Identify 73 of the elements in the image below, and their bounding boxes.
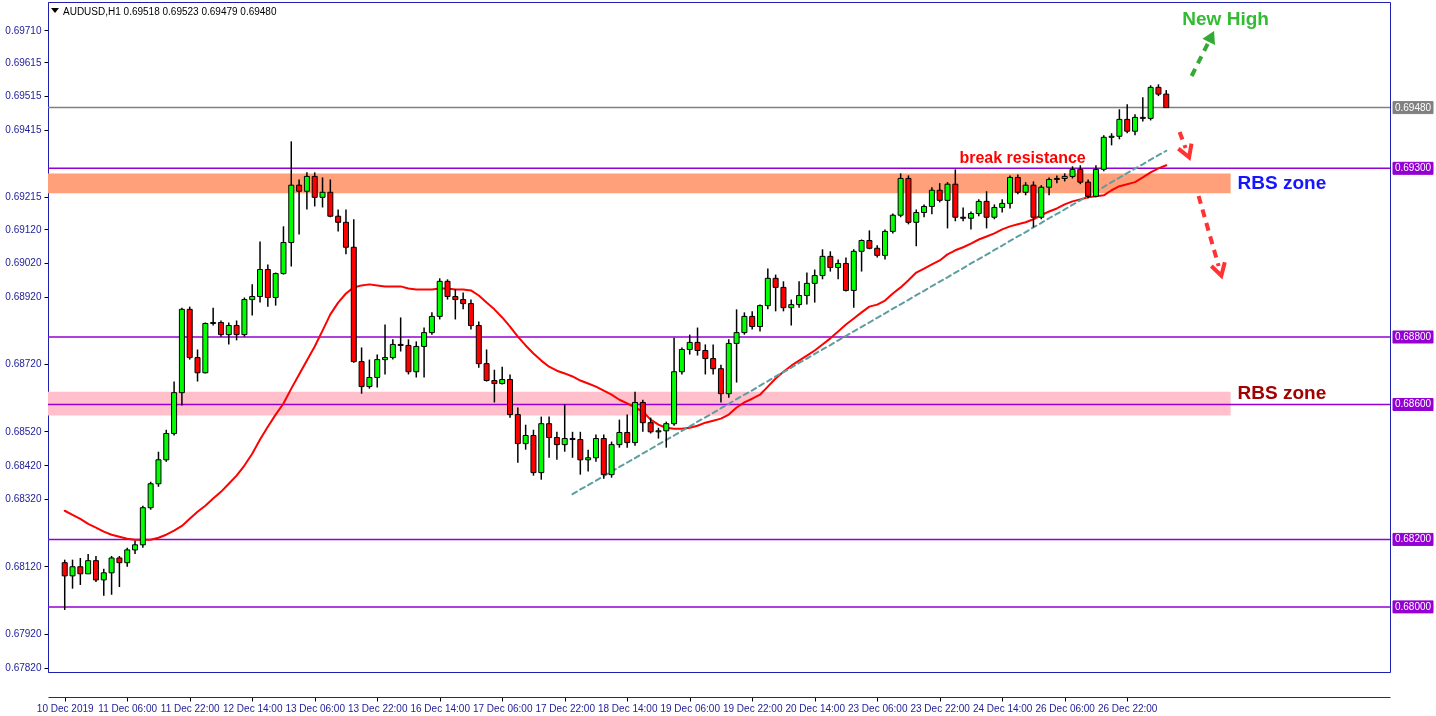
y-tick-label: 0.68320 bbox=[5, 493, 42, 505]
candlestick bbox=[460, 291, 467, 311]
y-tick-label: 0.69415 bbox=[5, 124, 42, 136]
candlestick bbox=[382, 323, 389, 376]
ref-line-label: 0.68600 bbox=[1394, 398, 1432, 410]
ref-line-label: 0.68000 bbox=[1394, 600, 1432, 612]
ref-line-label: 0.69300 bbox=[1394, 162, 1432, 174]
annotation: break resistance bbox=[959, 149, 1086, 166]
chart-title: AUDUSD,H1 0.69518 0.69523 0.69479 0.69480 bbox=[63, 6, 277, 17]
candlestick bbox=[92, 555, 99, 583]
text: New High bbox=[1182, 8, 1269, 29]
x-tick-label: 11 Dec 22:00 bbox=[160, 702, 221, 714]
ref-line-label: 0.68200 bbox=[1394, 533, 1432, 545]
y-tick-label: 0.69120 bbox=[5, 223, 42, 235]
candlestick bbox=[592, 433, 599, 463]
x-tick-label: 17 Dec 06:00 bbox=[472, 702, 533, 714]
x-tick-label: 13 Dec 06:00 bbox=[285, 702, 346, 714]
x-tick-label: 13 Dec 22:00 bbox=[347, 702, 408, 714]
x-tick-label: 12 Dec 14:00 bbox=[222, 702, 283, 714]
y-tick-label: 0.69615 bbox=[5, 56, 42, 68]
x-tick-label: 11 Dec 06:00 bbox=[98, 702, 158, 714]
line-series bbox=[63, 164, 1168, 541]
x-tick-label: 10 Dec 2019 bbox=[36, 702, 95, 714]
line-series bbox=[571, 149, 1168, 496]
x-tick-label: 17 Dec 22:00 bbox=[535, 702, 596, 714]
candlestick bbox=[553, 431, 560, 461]
y-tick-label: 0.67920 bbox=[5, 628, 42, 640]
candlestick bbox=[678, 346, 685, 376]
candlestick bbox=[835, 258, 842, 281]
y-tick-label: 0.68420 bbox=[5, 459, 42, 471]
y-tick-label: 0.69215 bbox=[5, 191, 42, 203]
x-tick-label: 16 Dec 14:00 bbox=[410, 702, 471, 714]
x-tick-label: 23 Dec 06:00 bbox=[847, 702, 908, 714]
candlestick bbox=[882, 228, 889, 261]
x-tick-label: 19 Dec 22:00 bbox=[722, 702, 783, 714]
y-tick-label: 0.68520 bbox=[5, 425, 42, 437]
band-label: RBS zone bbox=[1237, 172, 1327, 194]
candlestick bbox=[585, 448, 592, 473]
candlestick bbox=[421, 326, 428, 379]
x-tick-label: 20 Dec 14:00 bbox=[785, 702, 846, 714]
candlestick bbox=[210, 306, 217, 327]
candlestick bbox=[803, 271, 810, 306]
candlestick bbox=[1085, 178, 1092, 200]
y-tick-label: 0.67820 bbox=[5, 662, 42, 674]
y-tick-label: 0.69710 bbox=[5, 24, 42, 36]
ref-line-label: 0.69480 bbox=[1394, 101, 1432, 113]
candlestick bbox=[467, 298, 474, 331]
candlestick bbox=[303, 171, 310, 211]
y-tick-label: 0.68920 bbox=[5, 291, 42, 303]
ref-line-label: 0.68800 bbox=[1394, 331, 1432, 342]
y-tick-label: 0.69020 bbox=[5, 257, 42, 269]
candlestick bbox=[296, 178, 303, 236]
x-tick-label: 19 Dec 06:00 bbox=[660, 702, 721, 714]
candlestick bbox=[335, 208, 342, 233]
x-tick-label: 24 Dec 14:00 bbox=[972, 702, 1033, 714]
candlestick bbox=[710, 343, 717, 376]
y-tick-label: 0.68120 bbox=[5, 560, 42, 572]
x-tick-label: 18 Dec 14:00 bbox=[597, 702, 658, 714]
candlestick bbox=[960, 206, 967, 223]
candlestick bbox=[1053, 174, 1060, 184]
y-tick-label: 0.68720 bbox=[5, 358, 42, 370]
candlestick bbox=[757, 303, 764, 333]
candlestick bbox=[928, 186, 935, 215]
x-tick-label: 23 Dec 22:00 bbox=[910, 702, 971, 714]
band-label: RBS zone bbox=[1237, 381, 1327, 403]
x-tick-label: 26 Dec 22:00 bbox=[1097, 702, 1158, 714]
candlestick bbox=[428, 311, 435, 336]
y-tick-label: 0.69515 bbox=[5, 90, 42, 102]
candlestick bbox=[1132, 113, 1139, 137]
candlestick bbox=[546, 415, 553, 459]
candlestick bbox=[796, 280, 803, 309]
x-tick-label: 26 Dec 06:00 bbox=[1035, 702, 1096, 714]
candlestick bbox=[85, 553, 92, 575]
